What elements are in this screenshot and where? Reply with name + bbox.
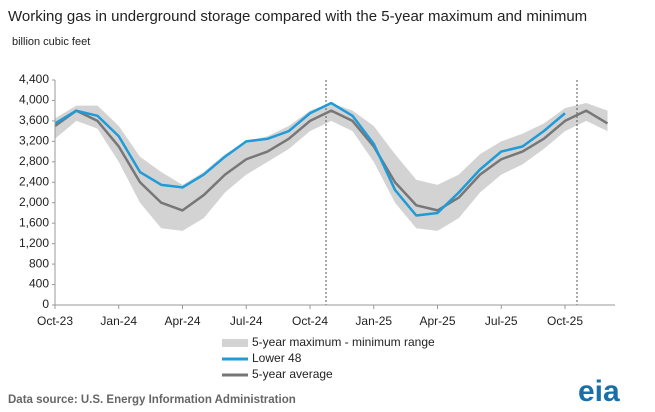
logo: eia: [578, 375, 620, 408]
x-tick-label: Jul-24: [230, 314, 263, 328]
x-tick-label: Oct-24: [292, 314, 328, 328]
x-tick-label: Jan-24: [100, 314, 137, 328]
legend-label: Lower 48: [252, 351, 302, 365]
source: Data source: U.S. Energy Information Adm…: [8, 394, 296, 406]
x-tick-label: Oct-23: [37, 314, 73, 328]
y-tick-label: 3,600: [19, 113, 49, 127]
y-tick-label: 2,000: [19, 195, 49, 209]
series-line: [54, 109, 609, 212]
y-tick-label: 3,200: [19, 134, 49, 148]
y-tick-label: 4,000: [19, 93, 49, 107]
x-tick-label: Jan-25: [355, 314, 392, 328]
y-tick-label: 0: [42, 297, 49, 311]
y-tick-label: 2,400: [19, 174, 49, 188]
y-tick-label: 1,200: [19, 236, 49, 250]
x-tick-label: Apr-24: [164, 314, 200, 328]
x-tick-label: Oct-25: [547, 314, 583, 328]
range-area: [55, 103, 608, 231]
x-tick-label: Apr-25: [419, 314, 455, 328]
legend-label: 5-year maximum - minimum range: [252, 335, 435, 349]
y-tick-label: 400: [29, 277, 49, 291]
legend-swatch: [222, 339, 248, 347]
x-tick-label: Jul-25: [485, 314, 518, 328]
chart-title: Working gas in underground storage compa…: [8, 8, 587, 25]
y-tick-label: 2,800: [19, 154, 49, 168]
y-tick-label: 800: [29, 256, 49, 270]
legend-label: 5-year average: [252, 367, 333, 381]
series-line: [54, 101, 566, 217]
y-tick-label: 1,600: [19, 215, 49, 229]
y-tick-label: 4,400: [19, 72, 49, 86]
y-axis-label: billion cubic feet: [12, 36, 90, 48]
